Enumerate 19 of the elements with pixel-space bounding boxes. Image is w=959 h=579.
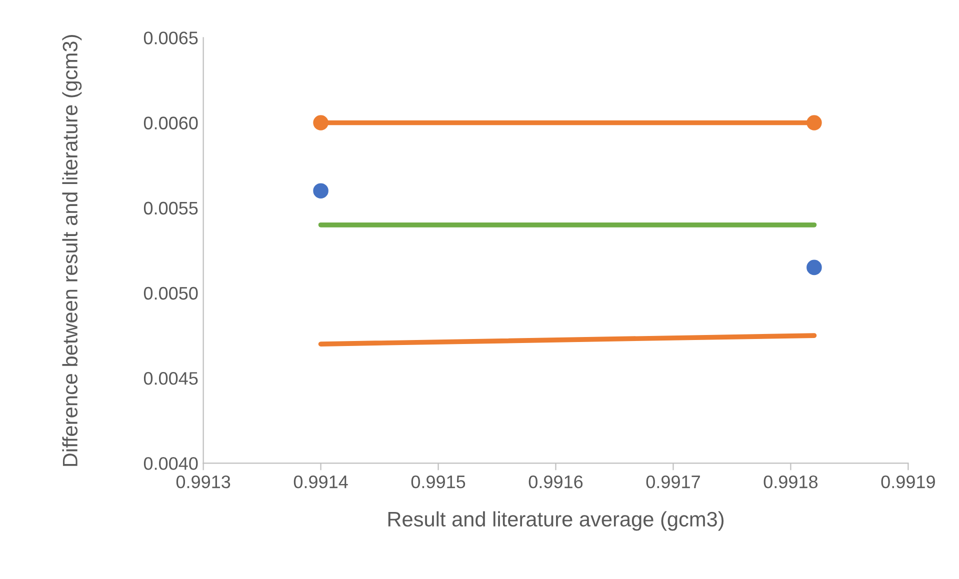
x-axis-title: Result and literature average (gcm3) (388, 511, 724, 531)
point (806, 115, 822, 130)
y-tick-label: 0.0065 (144, 32, 198, 44)
point (806, 260, 822, 276)
y-tick-label: 0.0060 (144, 116, 198, 130)
point (313, 183, 328, 198)
y-tick-label: 0.0055 (144, 202, 198, 215)
y-tick-label: 0.0050 (144, 286, 198, 300)
y-tick-label: 0.0040 (144, 457, 198, 470)
x-tick-label: 0.9914 (294, 475, 348, 488)
x-tick-label: 0.9917 (646, 475, 700, 488)
x-tick-label: 0.9915 (411, 475, 466, 488)
point (313, 115, 328, 130)
x-tick-label: 0.9913 (176, 475, 230, 488)
x-tick-label: 0.9916 (528, 475, 583, 488)
y-tick-label: 0.0045 (144, 372, 198, 385)
x-tick-label: 0.9918 (764, 475, 818, 488)
x-tick-label: 0.9919 (881, 475, 935, 488)
y-axis-title: Difference between result and literature (gcm3) (62, 35, 82, 466)
